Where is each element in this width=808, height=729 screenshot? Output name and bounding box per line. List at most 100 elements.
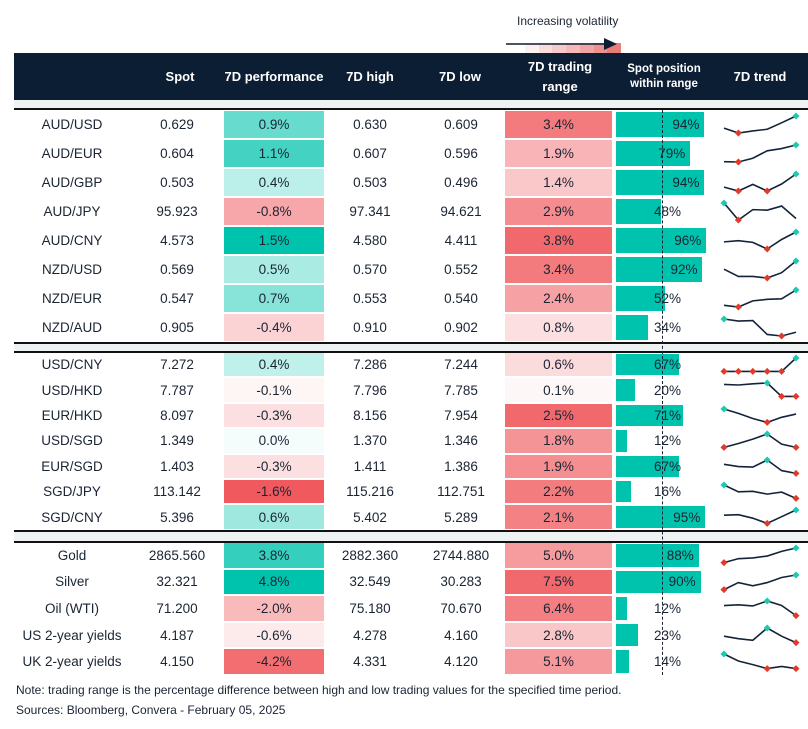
- low-value: 0.540: [444, 291, 478, 306]
- trend-min-marker: [720, 367, 728, 375]
- spot-position-label: 67%: [654, 357, 682, 373]
- table-row: AUD/CNY 4.573 1.5% 4.580 4.411 3.8% 96%: [14, 226, 808, 255]
- trend-line: [723, 202, 797, 222]
- spot-value: 8.097: [160, 407, 194, 423]
- trading-range-cell: 0.6%: [505, 353, 612, 377]
- spot-position-bar: [616, 379, 635, 401]
- table-row: AUD/EUR 0.604 1.1% 0.607 0.596 1.9% 79%: [14, 139, 808, 168]
- table-row: UK 2-year yields 4.150 -4.2% 4.331 4.120 5.1%…: [14, 648, 808, 675]
- low-value: 7.244: [444, 357, 478, 373]
- trend-sparkline: [723, 597, 800, 620]
- low-value: 0.902: [444, 320, 478, 335]
- header-spot-position: Spot position within range: [627, 62, 701, 90]
- trend-line: [723, 382, 796, 398]
- trading-range-cell: 1.9%: [505, 140, 612, 167]
- trend-line: [724, 357, 797, 373]
- trading-range-cell: 5.0%: [505, 543, 612, 568]
- trend-max-marker: [792, 506, 800, 514]
- trend-sparkline: [720, 430, 800, 452]
- performance-cell: -0.4%: [224, 314, 324, 341]
- spot-value: 0.604: [160, 146, 194, 161]
- trading-range-cell: 3.8%: [505, 227, 612, 254]
- trend-line: [723, 408, 797, 424]
- spot-position-bar: [616, 199, 662, 224]
- high-value: 115.216: [346, 484, 394, 500]
- trend-sparkline: [720, 199, 797, 224]
- spot-position-bar: [616, 404, 683, 427]
- trend-min-marker: [778, 332, 786, 340]
- high-value: 1.370: [353, 433, 387, 449]
- table-row: EUR/HKD 8.097 -0.3% 8.156 7.954 2.5% 71%: [14, 403, 808, 428]
- trend-sparkline: [723, 141, 800, 166]
- performance-cell: 0.0%: [224, 429, 324, 453]
- trend-sparkline: [723, 506, 800, 528]
- trend-sparkline: [720, 315, 797, 340]
- table-row: SGD/CNY 5.396 0.6% 5.402 5.289 2.1% 95%: [14, 504, 808, 529]
- spot-value: 0.905: [160, 320, 194, 335]
- pair-label: NZD/AUD: [42, 320, 102, 335]
- arrow-right-icon: [506, 38, 617, 50]
- spot-position-label: 34%: [654, 320, 682, 335]
- trading-range-cell: 0.1%: [505, 378, 612, 402]
- header-7d-trend: 7D trend: [733, 68, 787, 84]
- low-value: 4.160: [444, 627, 478, 643]
- divider: [14, 351, 808, 353]
- spot-position-bar: [616, 430, 628, 452]
- spot-position-bar: [616, 315, 648, 340]
- pair-label: Gold: [57, 547, 87, 563]
- pair-label: USD/SGD: [41, 433, 103, 449]
- spot-position-bar: [616, 228, 707, 253]
- divider: [14, 541, 808, 543]
- spot-value: 5.396: [160, 509, 194, 525]
- trend-min-marker: [720, 444, 728, 452]
- trend-min-marker: [792, 665, 800, 673]
- section-separator: [14, 531, 808, 541]
- header-spot: Spot: [165, 68, 195, 84]
- legend-label: Increasing volatility: [517, 14, 619, 28]
- trend-line: [723, 509, 797, 525]
- trend-line: [723, 600, 797, 617]
- spot-value: 4.573: [160, 233, 194, 248]
- trading-range-cell: 2.2%: [505, 480, 612, 504]
- trend-min-marker: [763, 418, 771, 426]
- high-value: 7.286: [353, 357, 387, 373]
- performance-cell: -2.0%: [224, 596, 324, 621]
- trading-range-cell: 2.9%: [505, 198, 612, 225]
- spot-value: 4.150: [160, 654, 194, 670]
- trading-range-cell: 3.4%: [505, 256, 612, 283]
- table-row: USD/SGD 1.349 0.0% 1.370 1.346 1.8% 12%: [14, 428, 808, 453]
- table-header: Spot 7D performance 7D high 7D low 7D tr…: [14, 53, 808, 100]
- table-row: Silver 32.321 4.8% 32.549 30.283 7.5% 90%: [14, 569, 808, 596]
- pair-label: USD/HKD: [41, 382, 103, 398]
- low-value: 4.120: [444, 654, 478, 670]
- spot-position-label: 92%: [670, 262, 698, 277]
- trend-min-marker: [734, 129, 742, 137]
- performance-cell: 0.4%: [224, 353, 324, 377]
- spot-position-label: 67%: [654, 458, 682, 474]
- spot-position-label: 94%: [672, 117, 700, 132]
- high-value: 1.411: [353, 458, 387, 474]
- trend-min-marker: [763, 274, 771, 282]
- trend-line: [723, 115, 797, 134]
- trend-line: [723, 144, 797, 163]
- trend-min-marker: [734, 187, 742, 195]
- performance-cell: 1.1%: [224, 140, 324, 167]
- trend-min-marker: [734, 303, 742, 311]
- high-value: 0.570: [353, 262, 387, 277]
- spot-position-bar: [616, 354, 679, 376]
- trend-line: [723, 547, 797, 564]
- trend-min-marker: [749, 367, 757, 375]
- trend-line: [723, 653, 797, 670]
- low-value: 1.386: [444, 458, 478, 474]
- table-row: NZD/USD 0.569 0.5% 0.570 0.552 3.4% 92%: [14, 255, 808, 284]
- trend-max-marker: [792, 170, 800, 178]
- high-value: 4.580: [353, 233, 387, 248]
- trend-line: [723, 626, 797, 644]
- spot-position-bar: [616, 481, 632, 503]
- table-row: AUD/GBP 0.503 0.4% 0.503 0.496 1.4% 94%: [14, 168, 808, 197]
- trend-max-marker: [792, 544, 800, 552]
- trend-line: [723, 458, 797, 474]
- trend-max-marker: [792, 141, 800, 149]
- trend-max-marker: [763, 624, 771, 632]
- pair-label: AUD/GBP: [41, 175, 103, 190]
